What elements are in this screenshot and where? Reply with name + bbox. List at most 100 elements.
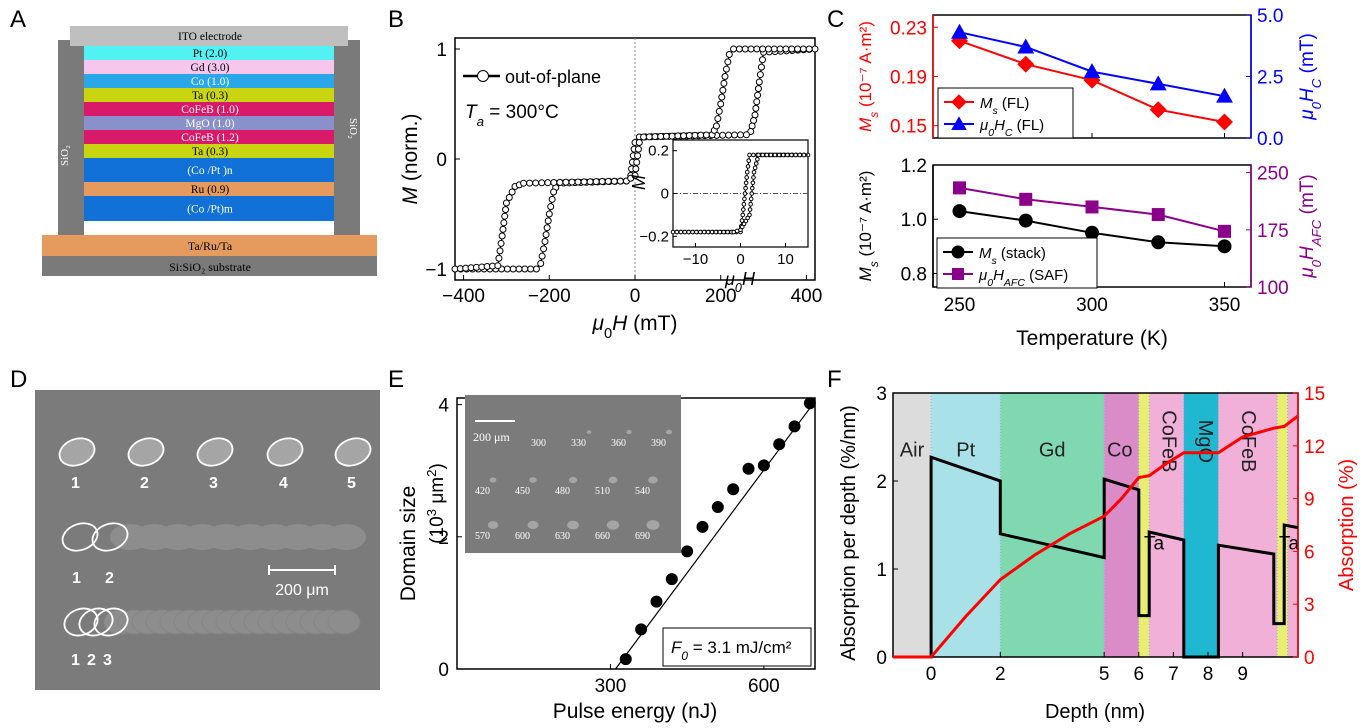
text-span: M bbox=[629, 175, 649, 190]
data-point bbox=[742, 462, 755, 475]
data-point bbox=[665, 573, 678, 586]
text-span: AFC bbox=[1003, 277, 1025, 289]
data-point bbox=[494, 262, 502, 270]
y-tick-label-right: 0 bbox=[1304, 648, 1315, 669]
data-point bbox=[645, 133, 653, 141]
y-tick-label: −1 bbox=[425, 260, 447, 281]
data-point bbox=[509, 265, 517, 273]
data-point bbox=[736, 131, 744, 139]
text-span: (norm.) bbox=[399, 114, 422, 188]
inset-domain-spot bbox=[567, 520, 579, 530]
data-point bbox=[715, 107, 723, 115]
inset-y-label: M bbox=[629, 175, 649, 190]
text-span: (mT) bbox=[1297, 174, 1318, 219]
inset-energy-label: 450 bbox=[515, 486, 530, 497]
data-point bbox=[719, 86, 727, 94]
stack-layer bbox=[84, 158, 334, 182]
text-span: H bbox=[742, 269, 756, 289]
sio2-left-block bbox=[58, 40, 84, 235]
region-label: Air bbox=[900, 439, 925, 461]
text-span: (FL) bbox=[998, 95, 1030, 112]
inset-y-tick-label: −0.2 bbox=[639, 228, 669, 245]
inset-data-point bbox=[755, 156, 760, 162]
text-span: s bbox=[993, 105, 999, 117]
domain-label: 1 bbox=[72, 570, 81, 587]
data-point bbox=[735, 45, 743, 53]
inset-energy-label: 630 bbox=[555, 531, 570, 542]
data-point bbox=[545, 210, 553, 218]
text-span: M bbox=[980, 95, 993, 112]
temperature-dependence-chart: 0.15 0.19 0.23 0.0 2.5 5.0 Ms (10⁻⁷ A·m²) μ0HC … bbox=[856, 6, 1324, 350]
text-span: s bbox=[867, 112, 881, 118]
text-span: 0 bbox=[987, 277, 993, 289]
data-point bbox=[759, 45, 767, 53]
data-point bbox=[604, 177, 612, 185]
data-point bbox=[951, 23, 968, 39]
legend-marker bbox=[477, 70, 489, 82]
region-label: Ta bbox=[1144, 534, 1165, 555]
data-point bbox=[527, 265, 535, 273]
y-axis-unit: (103 μm2) bbox=[424, 463, 449, 544]
inset-energy-label: 540 bbox=[635, 486, 650, 497]
stack-layer bbox=[84, 102, 334, 116]
inset-data-point bbox=[694, 229, 699, 235]
data-point bbox=[502, 206, 510, 214]
data-point bbox=[742, 131, 750, 139]
x-tick-label: 200 bbox=[705, 286, 737, 307]
inset-data-point bbox=[768, 152, 774, 158]
text-span: M bbox=[856, 117, 875, 132]
y-tick-label-right: 0.0 bbox=[1257, 129, 1283, 150]
y-axis-label-left: Ms (10⁻⁷ A·m²) bbox=[856, 21, 881, 132]
data-point bbox=[610, 177, 618, 185]
data-point bbox=[568, 178, 576, 186]
data-point bbox=[719, 131, 727, 139]
data-point bbox=[574, 178, 582, 186]
data-point bbox=[799, 45, 807, 53]
inset-data-point bbox=[744, 169, 750, 175]
data-point bbox=[543, 224, 551, 232]
data-point bbox=[598, 178, 606, 186]
data-point bbox=[731, 131, 739, 139]
x-tick-label: −400 bbox=[442, 286, 485, 307]
data-point bbox=[752, 104, 760, 112]
data-point bbox=[697, 131, 705, 139]
data-point bbox=[650, 595, 663, 608]
inset-data-point bbox=[742, 196, 747, 202]
y-tick-label-left: 1.0 bbox=[901, 210, 927, 231]
data-point bbox=[741, 45, 749, 53]
data-point bbox=[1017, 38, 1035, 54]
x-axis-label: Pulse energy (nJ) bbox=[553, 700, 718, 723]
data-point bbox=[640, 133, 648, 141]
data-point bbox=[634, 152, 642, 160]
inset-energy-label: 390 bbox=[651, 438, 666, 449]
inset-data-point bbox=[744, 175, 749, 180]
x-axis-label: μ0H (mT) bbox=[591, 312, 677, 342]
text-span: 0 bbox=[604, 326, 612, 342]
data-point bbox=[722, 65, 730, 73]
cumulative-absorption-line bbox=[893, 414, 1299, 659]
data-point bbox=[773, 438, 786, 451]
stack-layer-label: Ta (0.3) bbox=[192, 146, 228, 158]
depth-region bbox=[1183, 393, 1219, 657]
text-span: H bbox=[994, 117, 1005, 134]
depth-region bbox=[893, 393, 932, 657]
y-axis-label-left: Absorption per depth (%/nm) bbox=[838, 405, 860, 661]
data-point bbox=[1217, 239, 1232, 254]
inset-data-point bbox=[682, 229, 688, 235]
y-tick-label-right: 5.0 bbox=[1257, 6, 1283, 27]
data-point bbox=[721, 73, 729, 80]
inset-data-point bbox=[725, 229, 730, 235]
inset-data-point bbox=[717, 229, 723, 235]
ta-ru-ta-layer bbox=[42, 235, 377, 256]
data-point bbox=[1018, 213, 1033, 228]
inset-energy-label: 480 bbox=[555, 486, 570, 497]
data-point bbox=[550, 179, 558, 187]
inset-data-point bbox=[753, 161, 759, 166]
inset-domain-spot bbox=[648, 476, 658, 484]
region-label: Gd bbox=[1039, 439, 1066, 461]
inset-data-point bbox=[780, 152, 786, 158]
inset-domain-spot bbox=[608, 476, 618, 484]
data-point bbox=[540, 245, 548, 253]
domain-ellipse bbox=[266, 437, 304, 467]
text-span: = 300°C bbox=[484, 102, 559, 123]
